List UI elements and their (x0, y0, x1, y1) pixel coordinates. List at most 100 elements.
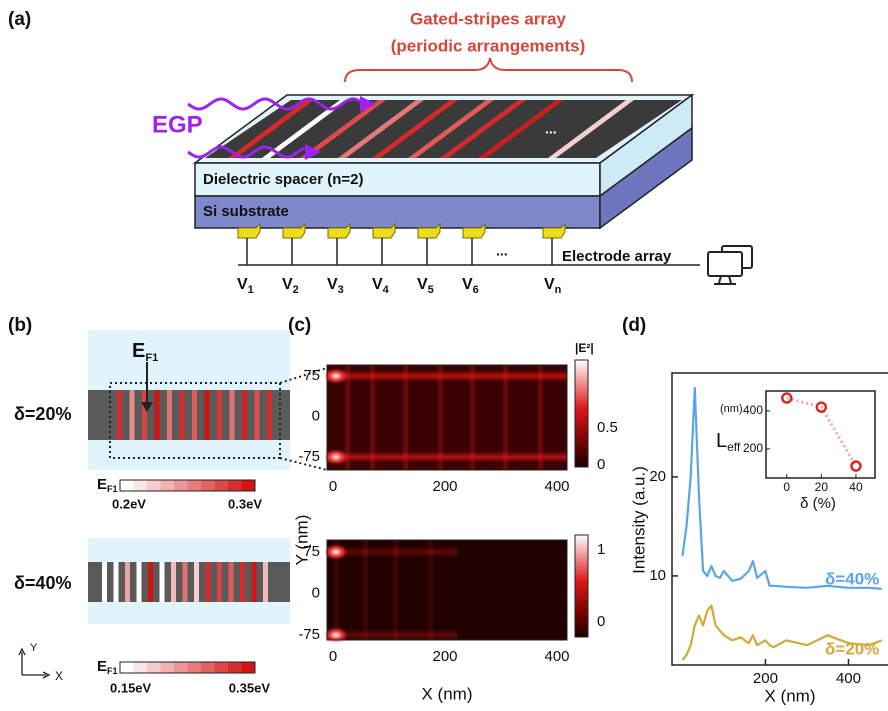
colorbar-step (120, 662, 134, 673)
inset-frame (765, 390, 876, 479)
hot-spot (324, 449, 348, 465)
stripe (229, 390, 235, 440)
x-label: X (nm) (765, 686, 816, 705)
brace (344, 57, 633, 83)
colorbar (574, 534, 589, 638)
point (850, 460, 862, 472)
x-tick-label: 400 (544, 648, 569, 665)
voltage-label: V3 (327, 276, 344, 296)
electrode-pad (372, 222, 396, 239)
voltage-label: V1 (237, 276, 254, 296)
ellipsis: ... (545, 121, 557, 137)
colorbar-step (174, 480, 188, 491)
y-tick-label: -75 (298, 448, 320, 465)
panel-label: (a) (8, 9, 31, 30)
axis-y: Y (30, 642, 38, 654)
heatmap-stripe (503, 365, 508, 470)
ef-label: EF1 (132, 340, 158, 364)
stripe (129, 390, 135, 440)
stripe (228, 562, 234, 602)
electrode-pad (237, 222, 261, 239)
colorbar-step (160, 662, 174, 673)
colorbar-step (187, 662, 201, 673)
y-tick-label: -75 (298, 626, 320, 643)
stripe (125, 562, 130, 602)
stripe (113, 562, 119, 602)
wave-head (305, 144, 321, 160)
stripe (205, 562, 211, 602)
electrode-label: Electrode array (562, 248, 672, 265)
electrodes: V1 V2 V3 V4 V5 V6 Vn (237, 222, 700, 296)
colorbar-frame (119, 479, 256, 492)
colorbar-step (228, 662, 242, 673)
colorbar-step (160, 480, 174, 491)
y-tick-label: 0 (312, 407, 320, 424)
delta-label: δ=40% (14, 573, 71, 593)
panel-title: Gated-stripes array (410, 9, 566, 28)
hot-spot (324, 627, 348, 643)
stripe (548, 100, 634, 158)
colorbar (574, 359, 589, 468)
y-label: Y (nm) (292, 515, 311, 566)
panel-label: (d) (622, 315, 646, 336)
device-panel: Gated-stripes array (periodic arrangemen… (152, 9, 753, 296)
stripe (194, 562, 199, 602)
heatmap-row (327, 370, 567, 382)
y-tick-label: 0 (312, 584, 320, 601)
colorbar-tick: 0 (597, 613, 605, 630)
arrow-head (141, 402, 153, 412)
colorbar-step (187, 480, 201, 491)
stripe (192, 390, 197, 440)
voltage-sub: 6 (473, 284, 479, 296)
arrow-heads (18, 647, 51, 679)
y-tick-label: 10 (649, 567, 666, 584)
heatmap-stripe (363, 540, 368, 640)
monitor (707, 251, 743, 277)
zoom-lines (279, 367, 328, 471)
voltage-label: Vn (544, 276, 562, 296)
colorbar-step (147, 480, 161, 491)
electrode-pad (327, 222, 351, 239)
heatmap-frame (326, 364, 568, 471)
voltage-main: V (372, 276, 383, 293)
stripe (254, 390, 260, 440)
stripe (117, 390, 122, 440)
stripe (159, 562, 165, 602)
wave-head (360, 96, 376, 112)
axis-arrows (21, 652, 46, 676)
x-label: X (nm) (422, 684, 473, 703)
electrode-pad (417, 222, 441, 239)
colorbar-step (147, 662, 161, 673)
layer-label: Si substrate (203, 203, 289, 220)
heatmap-row (327, 546, 457, 558)
heatmap-stripe (438, 365, 443, 470)
colorbar-label: |E²| (575, 341, 594, 355)
stripe (171, 562, 176, 602)
heatmap-row (327, 451, 567, 463)
colorbar-step (201, 480, 215, 491)
y-label: Intensity (a.u.) (629, 466, 648, 574)
heatmap-stripe (538, 365, 543, 470)
colorbar-step (241, 662, 255, 673)
colorbar (119, 661, 256, 674)
stripe (228, 100, 314, 158)
colorbar-step (174, 662, 188, 673)
heatmap-row (327, 629, 457, 641)
stripe (408, 100, 494, 158)
axis-x: X (55, 669, 63, 683)
stripe (148, 562, 153, 602)
y-tick-label: 75 (303, 543, 320, 560)
colorbar-tick: 1 (597, 541, 605, 558)
x-tick-label: 400 (836, 670, 861, 687)
axis-frame (671, 372, 888, 666)
scale-min: 0.15eV (110, 680, 152, 695)
panel-label: (c) (288, 315, 311, 336)
panel-label: (b) (8, 315, 32, 336)
voltage-label: V4 (372, 276, 390, 296)
stripe (251, 562, 257, 602)
scale-min: 0.2eV (112, 496, 146, 511)
colorbar-step (133, 480, 147, 491)
heatmap-stripe (393, 540, 398, 640)
voltage-main: V (327, 276, 338, 293)
